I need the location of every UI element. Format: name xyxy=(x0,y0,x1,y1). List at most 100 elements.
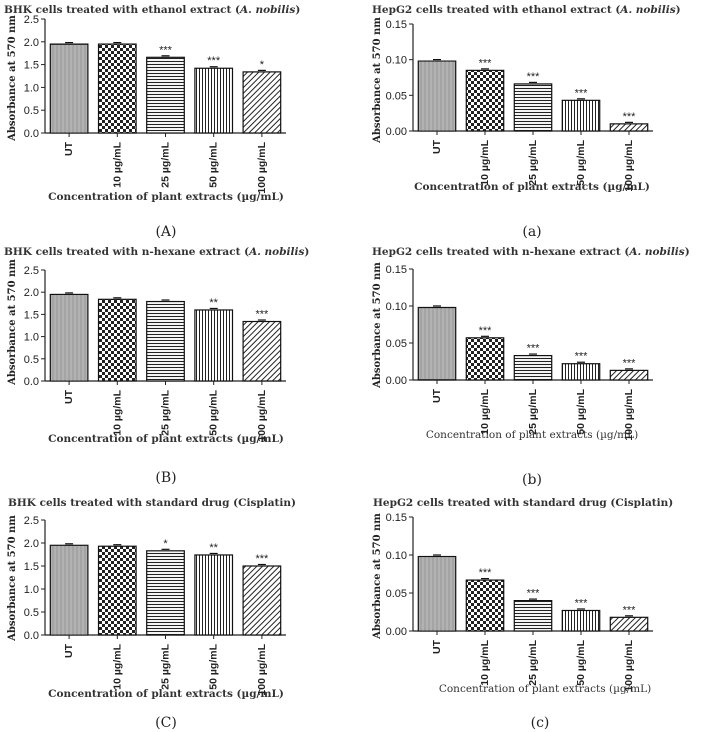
significance-label: *** xyxy=(255,553,269,565)
bar xyxy=(609,123,649,132)
panel-label: (C) xyxy=(155,715,177,731)
x-tick-label: 100 µg/mL xyxy=(623,388,635,440)
x-tick-label: UT xyxy=(431,639,443,654)
bar xyxy=(49,544,89,636)
x-tick-label: UT xyxy=(431,139,443,154)
panel-label: (b) xyxy=(522,472,542,488)
x-tick-label: 100 µg/mL xyxy=(256,643,268,695)
significance-label: *** xyxy=(479,567,493,579)
chart-title: BHK cells treated with n-hexane extract … xyxy=(4,246,309,258)
y-axis-label: Absorbance at 570 nm xyxy=(372,513,383,640)
x-tick-label: 50 µg/mL xyxy=(575,639,587,685)
y-tick-label: 2.0 xyxy=(24,538,39,550)
bar xyxy=(417,306,457,381)
chart-panel-C: BHK cells treated with standard drug (Ci… xyxy=(7,497,296,731)
bar xyxy=(465,69,505,132)
significance-label: *** xyxy=(527,71,541,83)
bar xyxy=(49,43,89,134)
x-tick-label: 50 µg/mL xyxy=(208,643,220,689)
y-tick-label: 1.0 xyxy=(24,584,39,596)
bar xyxy=(194,67,234,134)
x-tick-label: 25 µg/mL xyxy=(527,388,539,434)
x-tick-label: UT xyxy=(431,388,443,403)
y-axis-label: Absorbance at 570 nm xyxy=(7,15,18,142)
x-axis-label: Concentration of plant extracts (µg/mL) xyxy=(414,181,650,193)
bar xyxy=(97,545,137,636)
x-tick-label: 100 µg/mL xyxy=(623,139,635,191)
y-tick-label: 1.5 xyxy=(24,60,39,72)
y-tick-label: 2.0 xyxy=(24,37,39,49)
bar xyxy=(194,554,234,636)
chart-panel-B: BHK cells treated with n-hexane extract … xyxy=(4,246,309,486)
y-tick-label: 0.0 xyxy=(24,376,39,388)
y-tick-label: 0.05 xyxy=(386,338,407,350)
x-tick-label: 10 µg/mL xyxy=(479,639,491,685)
y-tick-label: 2.0 xyxy=(24,287,39,299)
bar xyxy=(609,369,649,381)
x-tick-label: 50 µg/mL xyxy=(575,139,587,185)
panel-label: (c) xyxy=(531,715,550,731)
y-tick-label: 0.00 xyxy=(386,626,407,638)
bar xyxy=(146,56,185,134)
significance-label: *** xyxy=(527,588,541,600)
significance-label: *** xyxy=(527,343,541,355)
y-tick-label: 0.00 xyxy=(386,375,407,387)
bar xyxy=(561,363,601,381)
bar xyxy=(146,550,185,636)
significance-label: *** xyxy=(479,57,493,69)
bar xyxy=(609,616,649,632)
x-axis-label: Concentration of plant extracts (µg/mL) xyxy=(439,683,651,695)
y-tick-label: 0.5 xyxy=(24,607,39,619)
significance-label: ** xyxy=(209,297,218,309)
x-tick-label: UT xyxy=(63,141,75,156)
x-tick-label: 25 µg/mL xyxy=(160,389,172,435)
y-tick-label: 0.10 xyxy=(386,301,407,313)
significance-label: *** xyxy=(207,55,221,67)
x-tick-label: UT xyxy=(63,389,75,404)
significance-label: *** xyxy=(623,604,637,616)
chart-panel-c: HepG2 cells treated with standard drug (… xyxy=(372,497,673,731)
x-tick-label: 25 µg/mL xyxy=(527,639,539,685)
bar xyxy=(194,309,234,382)
bar xyxy=(242,71,282,134)
x-tick-label: 10 µg/mL xyxy=(111,389,123,435)
y-tick-label: 0.10 xyxy=(386,55,407,67)
chart-panel-a: HepG2 cells treated with ethanol extract… xyxy=(372,4,681,240)
x-tick-label: 50 µg/mL xyxy=(208,389,220,435)
y-tick-label: 0.15 xyxy=(386,512,407,524)
bar xyxy=(513,354,553,381)
y-tick-label: 1.0 xyxy=(24,332,39,344)
x-tick-label: 25 µg/mL xyxy=(527,139,539,185)
x-tick-label: 100 µg/mL xyxy=(256,389,268,441)
chart-panel-A: BHK cells treated with ethanol extract (… xyxy=(4,4,300,240)
panel-label: (a) xyxy=(522,224,541,240)
significance-label: * xyxy=(260,59,265,71)
chart-title: BHK cells treated with ethanol extract (… xyxy=(4,4,300,16)
chart-title: HepG2 cells treated with ethanol extract… xyxy=(372,4,681,16)
bar xyxy=(49,293,89,382)
y-tick-label: 0.00 xyxy=(386,126,407,138)
y-tick-label: 0.05 xyxy=(386,588,407,600)
significance-label: * xyxy=(163,538,168,550)
x-tick-label: 25 µg/mL xyxy=(160,141,172,187)
x-tick-label: 25 µg/mL xyxy=(160,643,172,689)
x-tick-label: 10 µg/mL xyxy=(479,388,491,434)
x-tick-label: UT xyxy=(63,643,75,658)
bar xyxy=(561,609,601,632)
x-axis-label: Concentration of plant extracts (µg/mL) xyxy=(48,688,284,700)
y-tick-label: 0.05 xyxy=(386,90,407,102)
bar xyxy=(242,565,282,636)
y-axis-label: Absorbance at 570 nm xyxy=(372,262,383,389)
x-tick-label: 50 µg/mL xyxy=(575,388,587,434)
x-axis-label: Concentration of plant extracts (µg/mL) xyxy=(48,433,284,445)
bar xyxy=(417,60,457,132)
bar xyxy=(561,99,601,132)
bar xyxy=(97,43,137,134)
bar xyxy=(97,298,137,382)
significance-label: *** xyxy=(255,309,269,321)
bar xyxy=(513,83,553,132)
y-tick-label: 0.0 xyxy=(24,630,39,642)
bar xyxy=(417,555,457,632)
y-tick-label: 0.5 xyxy=(24,105,39,117)
